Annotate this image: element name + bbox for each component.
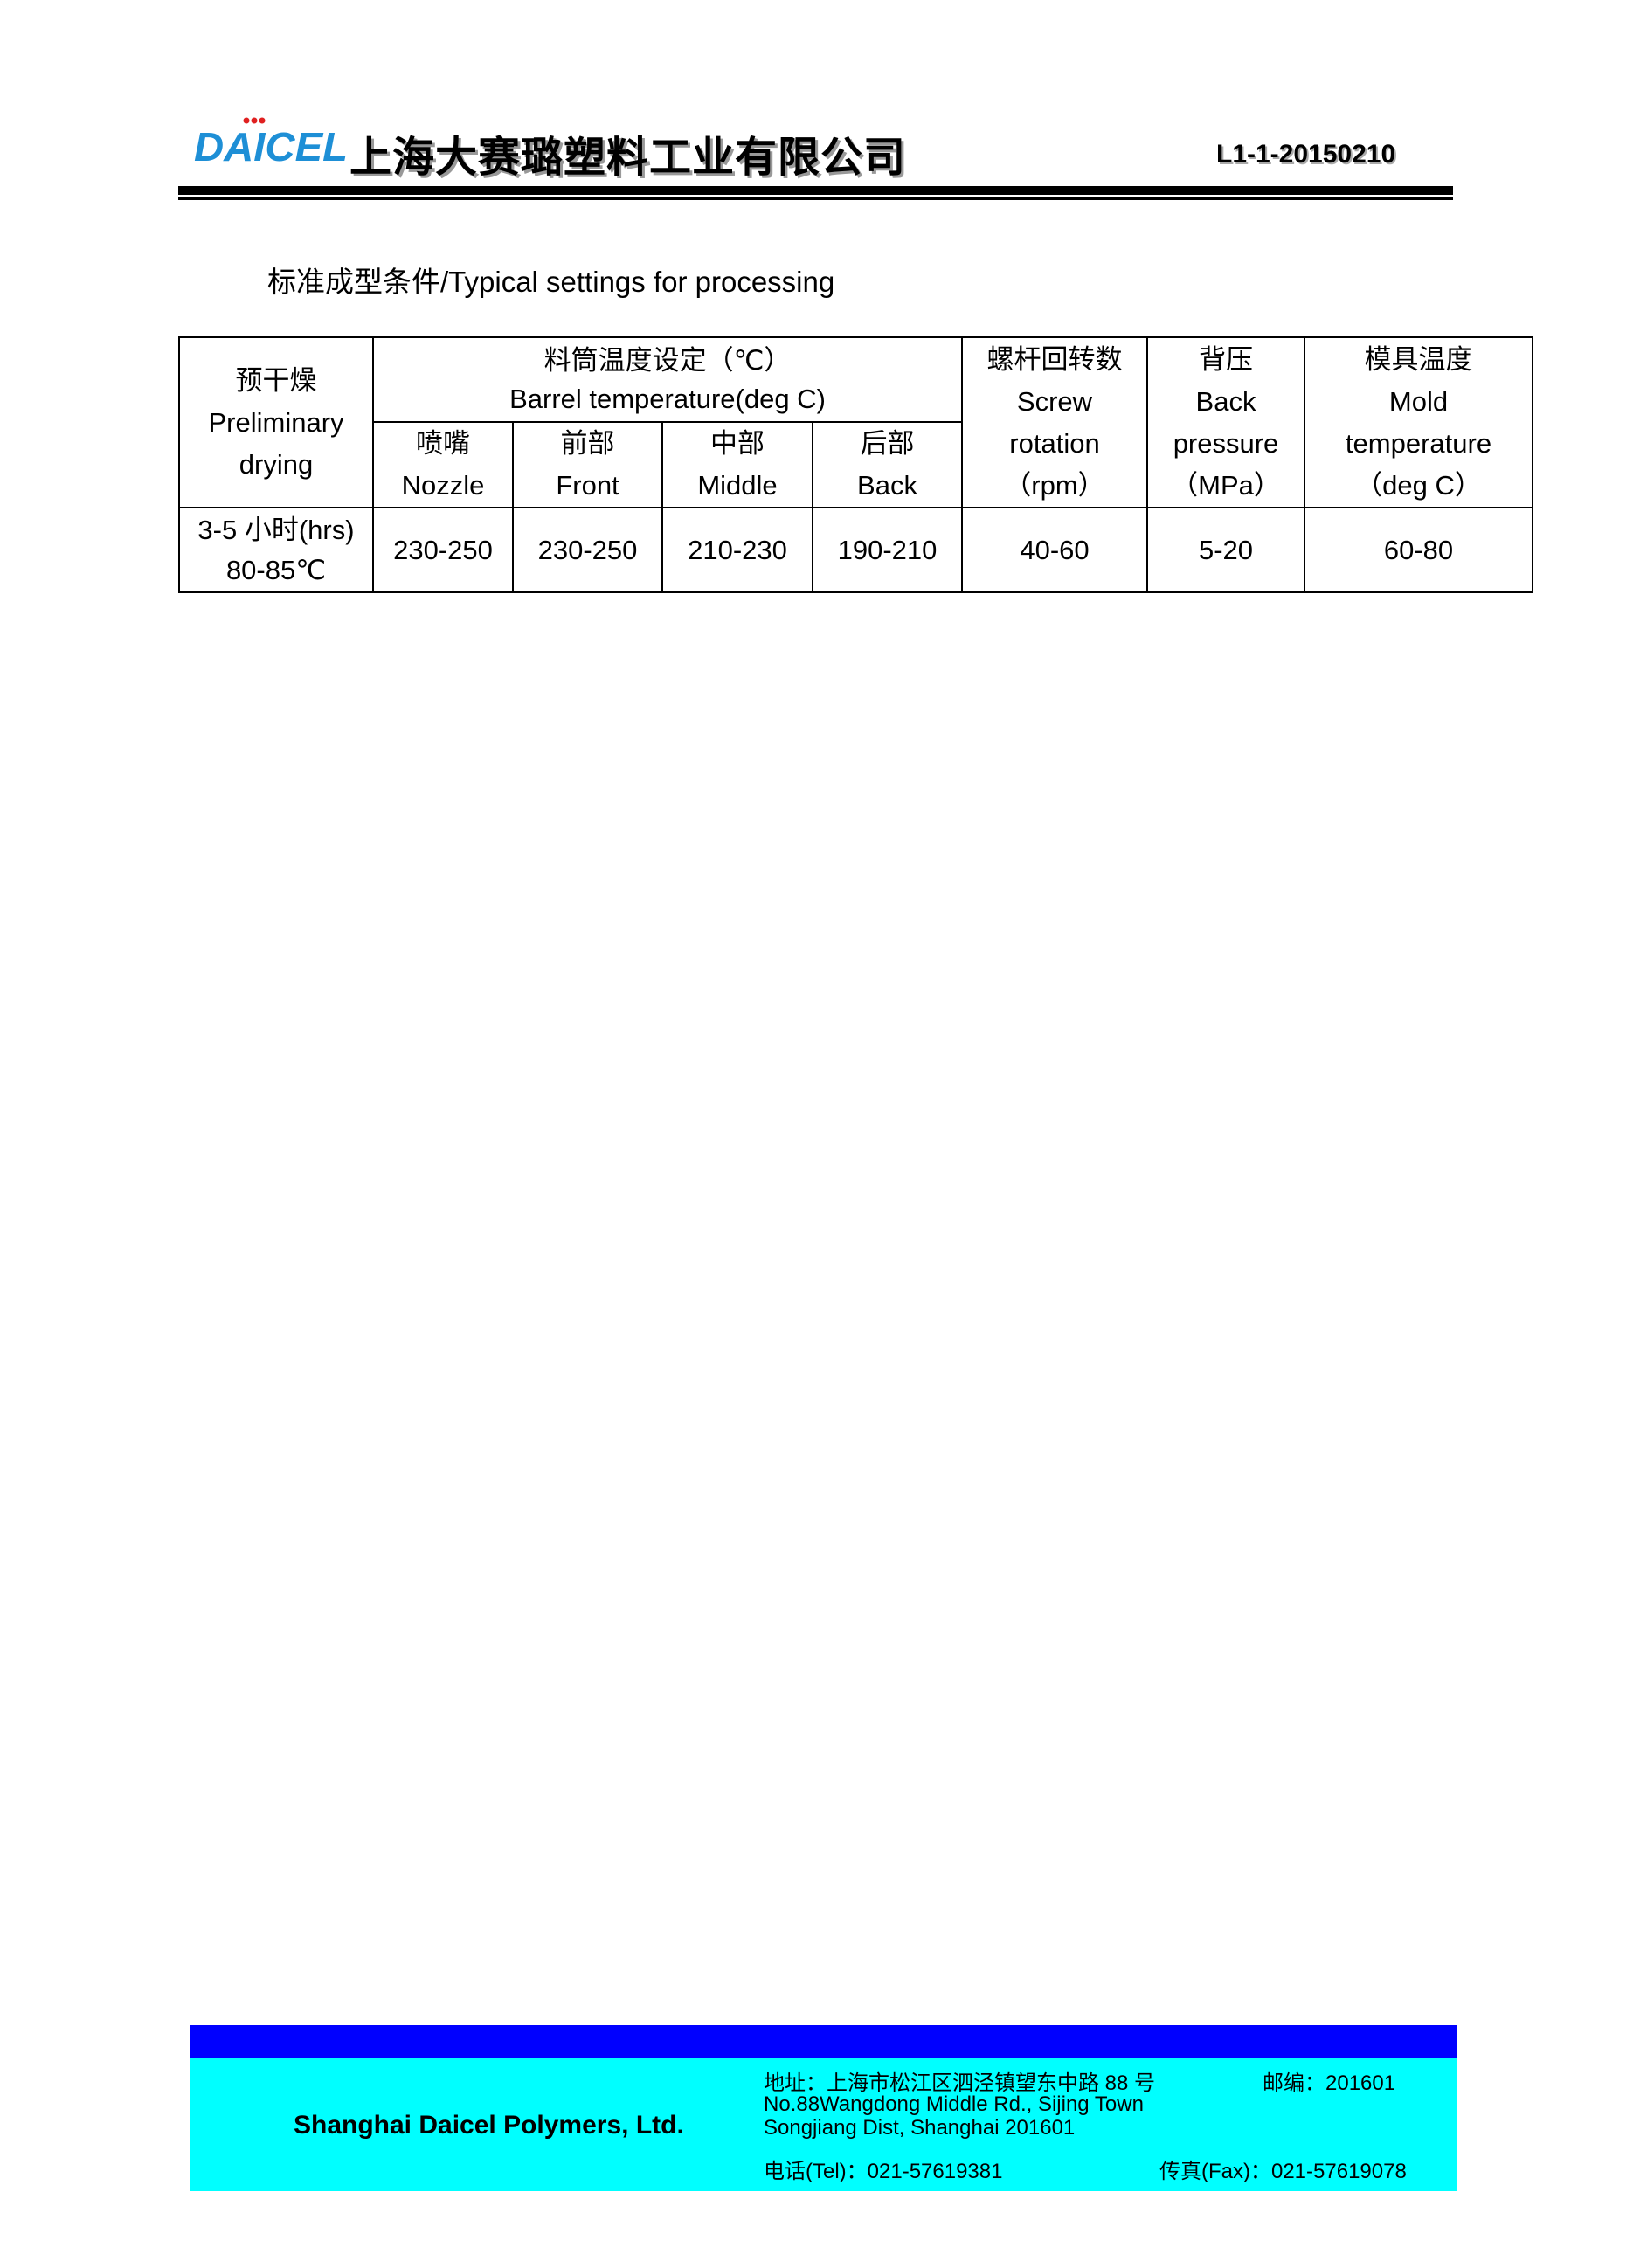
header-text: Preliminary: [208, 406, 344, 438]
svg-text:DAICEL: DAICEL: [194, 124, 348, 168]
header-text: 螺杆回转数: [986, 343, 1123, 375]
document-code: L1-1-20150210: [1216, 140, 1396, 169]
header-text: Front: [556, 470, 619, 501]
header-back: 后部 Back: [812, 421, 963, 508]
header-text: Barrel temperature(deg C): [509, 383, 826, 414]
footer-address-en-line1: No.88Wangdong Middle Rd., Sijing Town: [764, 2092, 1144, 2116]
header-text: rotation: [1009, 427, 1100, 459]
footer-address-en-line2: Songjiang Dist, Shanghai 201601: [764, 2116, 1076, 2140]
header-text: temperature: [1345, 427, 1492, 459]
header-middle: 中部 Middle: [661, 421, 813, 508]
header-text: 喷嘴: [416, 428, 470, 459]
header-rule: [178, 186, 1453, 195]
cell-front: 230-250: [512, 507, 663, 593]
header-text: Mold: [1388, 385, 1449, 417]
footer-tel: 电话(Tel)：021-57619381: [764, 2160, 1003, 2183]
header-back-pressure: 背压 Back pressure （MPa）: [1146, 336, 1305, 508]
cell-back: 190-210: [812, 507, 963, 593]
header-text: 后部: [860, 428, 915, 459]
header-text: 中部: [710, 428, 765, 459]
header-barrel-temperature: 料筒温度设定（℃） Barrel temperature(deg C): [372, 336, 963, 423]
processing-settings-table: 预干燥 Preliminary drying 料筒温度设定（℃） Barrel …: [178, 336, 1533, 593]
header-text: 前部: [560, 428, 615, 459]
header-nozzle: 喷嘴 Nozzle: [372, 421, 514, 508]
cell-drying: 3-5 小时(hrs) 80-85℃: [178, 507, 374, 593]
footer-postal-code: 邮编：201601: [1263, 2071, 1396, 2095]
header-text: （MPa）: [1171, 469, 1281, 501]
footer-fax: 传真(Fax)：021-57619078: [1159, 2160, 1407, 2183]
daicel-logo: DAICEL: [194, 117, 348, 168]
cell-nozzle: 230-250: [372, 507, 514, 593]
cell-middle: 210-230: [661, 507, 813, 593]
footer-address-cn: 地址：上海市松江区泗泾镇望东中路 88 号: [764, 2071, 1156, 2095]
header-drying: 预干燥 Preliminary drying: [178, 336, 374, 508]
company-name-cn: 上海大赛璐塑料工业有限公司: [349, 133, 907, 182]
header-text: （rpm）: [1004, 469, 1105, 501]
header-screw-rotation: 螺杆回转数 Screw rotation （rpm）: [961, 336, 1148, 508]
header-text: Screw: [1016, 385, 1093, 417]
footer-band: [190, 2058, 1457, 2191]
header-text: 料筒温度设定（℃）: [543, 344, 792, 376]
header-text: （deg C）: [1355, 469, 1482, 501]
section-title: 标准成型条件/Typical settings for processing: [267, 266, 835, 298]
header-text: Middle: [697, 470, 778, 501]
header-text: 模具温度: [1364, 343, 1473, 375]
header-text: 背压: [1199, 343, 1253, 375]
cell-text: 80-85℃: [225, 554, 327, 585]
header-rule-thin: [178, 197, 1453, 200]
footer-band-top: [190, 2025, 1457, 2058]
header-front: 前部 Front: [512, 421, 663, 508]
table-row: 3-5 小时(hrs) 80-85℃ 230-250 230-250 210-2…: [178, 507, 1533, 593]
header-text: drying: [239, 448, 314, 480]
header-mold-temperature: 模具温度 Mold temperature （deg C）: [1304, 336, 1533, 508]
cell-back-pressure: 5-20: [1146, 507, 1305, 593]
header-text: Nozzle: [401, 470, 485, 501]
cell-mold-temperature: 60-80: [1304, 507, 1533, 593]
header-text: 预干燥: [235, 364, 317, 396]
header-text: Back: [857, 470, 917, 501]
footer-company-name: Shanghai Daicel Polymers, Ltd.: [294, 2111, 684, 2140]
header-text: Back: [1195, 385, 1256, 417]
cell-screw-rotation: 40-60: [961, 507, 1148, 593]
header-text: pressure: [1173, 427, 1279, 459]
cell-text: 3-5 小时(hrs): [197, 514, 355, 545]
